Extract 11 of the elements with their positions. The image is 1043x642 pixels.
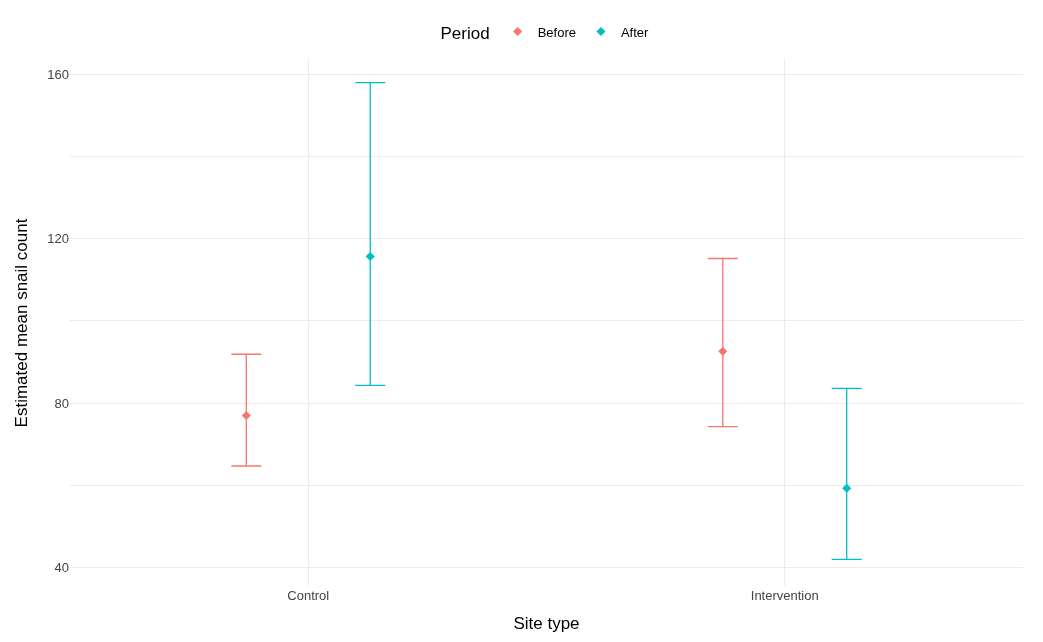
y-axis-title: Estimated mean snail count (11, 218, 31, 428)
y-tick-label: 120 (47, 231, 69, 247)
y-tick-label: 80 (54, 395, 69, 411)
x-tick-label: Intervention (750, 588, 819, 603)
y-tick-label: 40 (54, 560, 69, 576)
legend-label: After (620, 24, 650, 40)
x-tick-label: Control (287, 588, 330, 603)
x-axis-title: Site type (513, 614, 580, 634)
y-tick-label: 160 (47, 66, 69, 82)
legend-title: Period (440, 23, 490, 43)
legend-label: Before (537, 24, 576, 40)
